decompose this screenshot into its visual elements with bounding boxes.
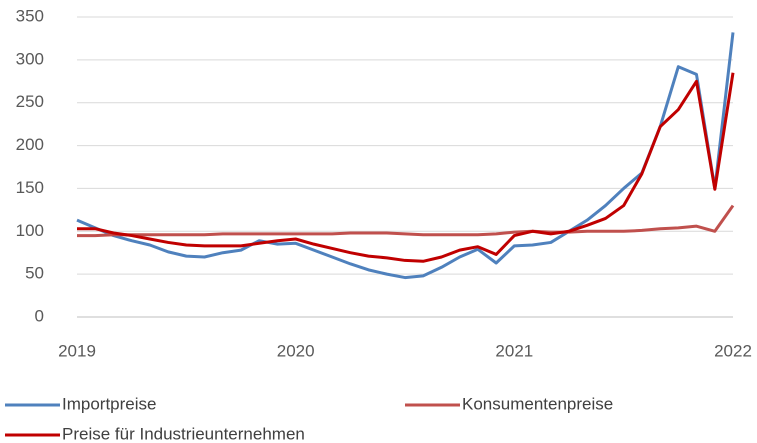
y-tick-label: 100 [16,221,44,240]
legend-label: Importpreise [62,394,156,413]
legend-label: Preise für Industrieunternehmen [62,424,305,443]
x-tick-label: 2021 [495,341,533,360]
y-tick-label: 0 [35,306,44,325]
x-tick-label: 2019 [58,341,96,360]
series-line [76,32,735,280]
y-tick-label: 250 [16,92,44,111]
series-line [77,204,735,238]
x-tick-label: 2020 [277,341,315,360]
y-tick-label: 50 [25,264,44,283]
y-tick-label: 200 [16,135,44,154]
legend-label: Konsumentenpreise [462,394,613,413]
y-tick-label: 300 [16,49,44,68]
series-line [77,72,735,263]
y-tick-label: 350 [16,6,44,25]
x-tick-label: 2022 [714,341,752,360]
y-tick-label: 150 [16,178,44,197]
